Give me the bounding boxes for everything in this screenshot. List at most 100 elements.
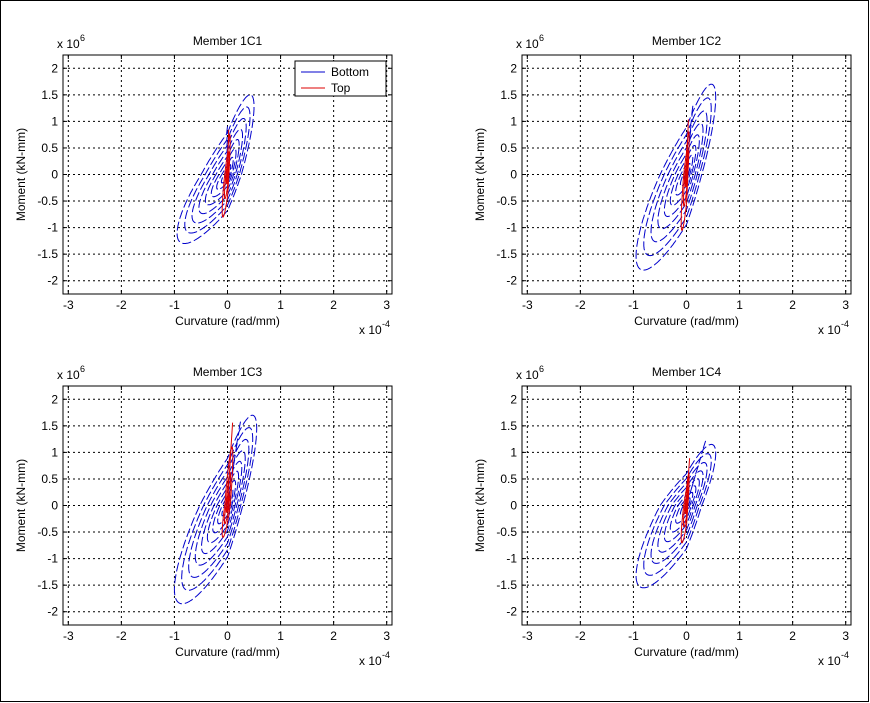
x-exponent: -4 [382, 319, 390, 329]
y-exponent: 6 [80, 33, 85, 43]
y-tick-label: 1.5 [41, 419, 58, 433]
y-tick-label: -1 [506, 221, 517, 235]
x-exponent: -4 [382, 650, 390, 660]
y-tick-label: 1.5 [500, 419, 517, 433]
y-tick-label: 0 [51, 499, 58, 513]
y-multiplier: x 10 [57, 37, 80, 51]
y-tick-label: 2 [51, 392, 58, 406]
y-tick-label: 2 [510, 392, 517, 406]
series-line-top [680, 458, 691, 544]
y-exponent: 6 [80, 364, 85, 374]
chart-title: Member 1C1 [193, 34, 263, 48]
x-tick-label: 2 [330, 298, 337, 312]
y-axis-label: Moment (kN-mm) [473, 459, 487, 552]
chart-title: Member 1C2 [652, 34, 722, 48]
x-tick-label: -1 [628, 298, 639, 312]
x-tick-label: -2 [575, 629, 586, 643]
x-multiplier: x 10 [359, 323, 382, 337]
y-tick-label: 1.5 [500, 88, 517, 102]
x-tick-label: 0 [683, 298, 690, 312]
y-axis-label: Moment (kN-mm) [473, 128, 487, 221]
y-tick-label: -2 [47, 605, 58, 619]
x-tick-label: -1 [169, 629, 180, 643]
y-tick-label: -1.5 [496, 578, 517, 592]
x-tick-label: -2 [575, 298, 586, 312]
y-tick-label: -1.5 [496, 247, 517, 261]
x-axis-label: Curvature (rad/mm) [634, 645, 739, 659]
y-tick-label: 0.5 [41, 472, 58, 486]
x-tick-label: 0 [683, 629, 690, 643]
y-multiplier: x 10 [516, 37, 539, 51]
y-tick-label: -1.5 [37, 578, 58, 592]
x-multiplier: x 10 [818, 323, 841, 337]
y-tick-label: 1 [510, 114, 517, 128]
x-tick-label: 1 [736, 629, 743, 643]
y-tick-label: -0.5 [496, 525, 517, 539]
x-tick-label: -3 [63, 629, 74, 643]
chart-2: -3 -2 -1 0 1 2 3 -2 -1.5 -1 -0.5 0 0.5 1 1.5 2 Member 1C… [473, 33, 852, 337]
chart-1: -3 -2 -1 0 1 2 3 -2 -1.5 -1 -0.5 0 0.5 1 1.5 2 Member 1C… [14, 33, 393, 337]
x-tick-label: -3 [522, 629, 533, 643]
x-axis-label: Curvature (rad/mm) [175, 645, 280, 659]
y-tick-label: -2 [506, 274, 517, 288]
x-tick-label: 3 [383, 298, 390, 312]
x-tick-label: 3 [383, 629, 390, 643]
x-tick-label: 1 [277, 629, 284, 643]
x-exponent: -4 [841, 319, 849, 329]
x-exponent: -4 [841, 650, 849, 660]
y-multiplier: x 10 [57, 368, 80, 382]
y-tick-label: 1 [51, 114, 58, 128]
x-tick-label: 2 [789, 629, 796, 643]
y-tick-label: 0.5 [41, 141, 58, 155]
legend-entry: Bottom [331, 65, 369, 79]
x-tick-label: 2 [330, 629, 337, 643]
series-line-bottom [173, 414, 258, 605]
y-exponent: 6 [539, 33, 544, 43]
y-tick-label: -0.5 [37, 525, 58, 539]
x-tick-label: -2 [116, 298, 127, 312]
chart-4: -3 -2 -1 0 1 2 3 -2 -1.5 -1 -0.5 0 0.5 1 1.5 2 Member 1C… [473, 364, 852, 668]
y-tick-label: -0.5 [496, 194, 517, 208]
y-tick-label: 1 [51, 445, 58, 459]
series-line-top [680, 119, 690, 231]
chart-title: Member 1C3 [193, 365, 263, 379]
y-tick-label: -1 [47, 552, 58, 566]
x-tick-label: 0 [224, 298, 231, 312]
y-tick-label: -1 [506, 552, 517, 566]
x-tick-label: -3 [63, 298, 74, 312]
chart-title: Member 1C4 [652, 365, 722, 379]
x-multiplier: x 10 [359, 654, 382, 668]
x-tick-label: -1 [169, 298, 180, 312]
x-tick-label: 1 [736, 298, 743, 312]
x-axis-label: Curvature (rad/mm) [175, 314, 280, 328]
y-tick-label: 0 [51, 168, 58, 182]
y-tick-label: 1 [510, 445, 517, 459]
series-line-bottom [635, 440, 717, 589]
y-tick-label: 0.5 [500, 141, 517, 155]
x-tick-label: -2 [116, 629, 127, 643]
series-line-top [221, 129, 231, 218]
x-tick-label: 3 [842, 298, 849, 312]
y-tick-label: 0 [510, 499, 517, 513]
x-multiplier: x 10 [818, 654, 841, 668]
y-tick-label: 2 [510, 61, 517, 75]
y-axis-label: Moment (kN-mm) [14, 459, 28, 552]
y-multiplier: x 10 [516, 368, 539, 382]
y-tick-label: -1 [47, 221, 58, 235]
y-axis-label: Moment (kN-mm) [14, 128, 28, 221]
x-tick-label: 1 [277, 298, 284, 312]
y-tick-label: 2 [51, 61, 58, 75]
chart-3: -3 -2 -1 0 1 2 3 -2 -1.5 -1 -0.5 0 0.5 1 1.5 2 Member 1C… [14, 364, 393, 668]
y-tick-label: -0.5 [37, 194, 58, 208]
legend-entry: Top [331, 81, 351, 95]
series-line-top [221, 422, 234, 538]
x-tick-label: 2 [789, 298, 796, 312]
x-tick-label: 3 [842, 629, 849, 643]
x-tick-label: -1 [628, 629, 639, 643]
legend-box [294, 60, 387, 97]
y-tick-label: -2 [47, 274, 58, 288]
y-exponent: 6 [539, 364, 544, 374]
y-tick-label: -2 [506, 605, 517, 619]
y-tick-label: -1.5 [37, 247, 58, 261]
